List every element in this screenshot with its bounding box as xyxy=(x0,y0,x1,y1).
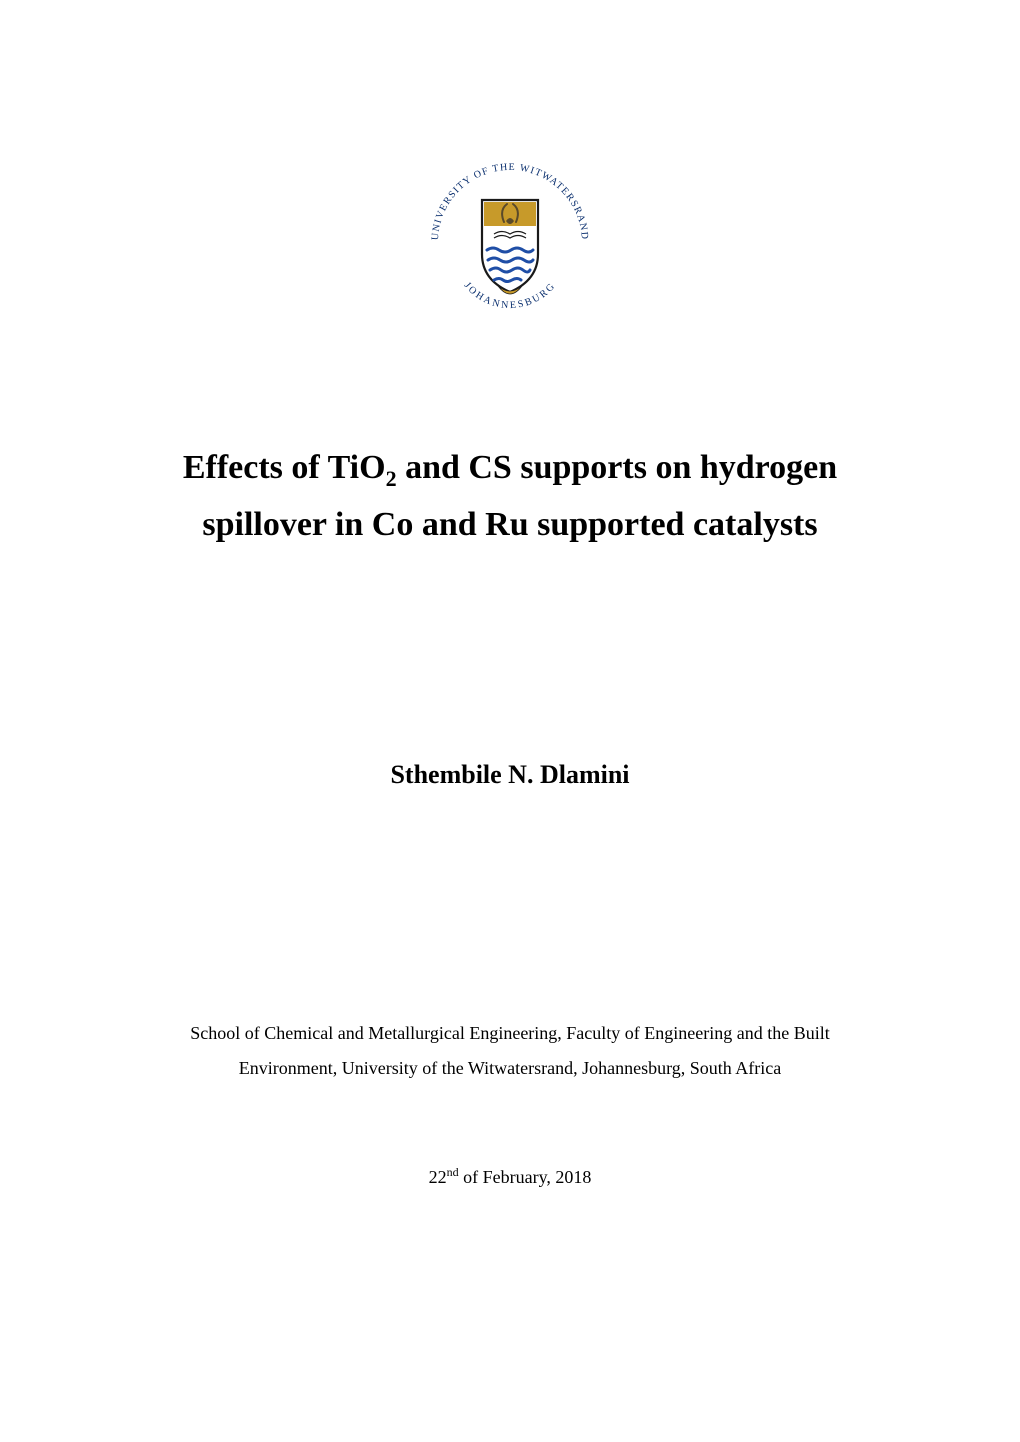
author-name: Sthembile N. Dlamini xyxy=(0,760,1020,790)
author-block: Sthembile N. Dlamini xyxy=(0,760,1020,790)
date-ordinal: nd xyxy=(447,1165,459,1179)
title-page: UNIVERSITY OF THE WITWATERSRAND JOHANNES… xyxy=(0,0,1020,1442)
university-crest-logo: UNIVERSITY OF THE WITWATERSRAND JOHANNES… xyxy=(410,142,610,342)
affiliation-line-1: School of Chemical and Metallurgical Eng… xyxy=(100,1016,920,1051)
affiliation-block: School of Chemical and Metallurgical Eng… xyxy=(0,1016,1020,1086)
title-text-pre: Effects of TiO xyxy=(183,449,386,486)
crest-shield-icon xyxy=(482,200,538,294)
document-title: Effects of TiO2 and CS supports on hydro… xyxy=(0,440,1020,553)
date-block: 22nd of February, 2018 xyxy=(0,1165,1020,1188)
title-subscript: 2 xyxy=(386,466,397,491)
logo-container: UNIVERSITY OF THE WITWATERSRAND JOHANNES… xyxy=(0,142,1020,342)
title-text-post: and CS supports on hydrogen xyxy=(397,449,838,486)
date-day: 22 xyxy=(429,1167,447,1187)
title-line-1: Effects of TiO2 and CS supports on hydro… xyxy=(120,440,900,497)
date-rest: of February, 2018 xyxy=(459,1167,592,1187)
title-line-2: spillover in Co and Ru supported catalys… xyxy=(120,497,900,553)
date-text: 22nd of February, 2018 xyxy=(429,1167,592,1187)
affiliation-line-2: Environment, University of the Witwaters… xyxy=(100,1051,920,1086)
